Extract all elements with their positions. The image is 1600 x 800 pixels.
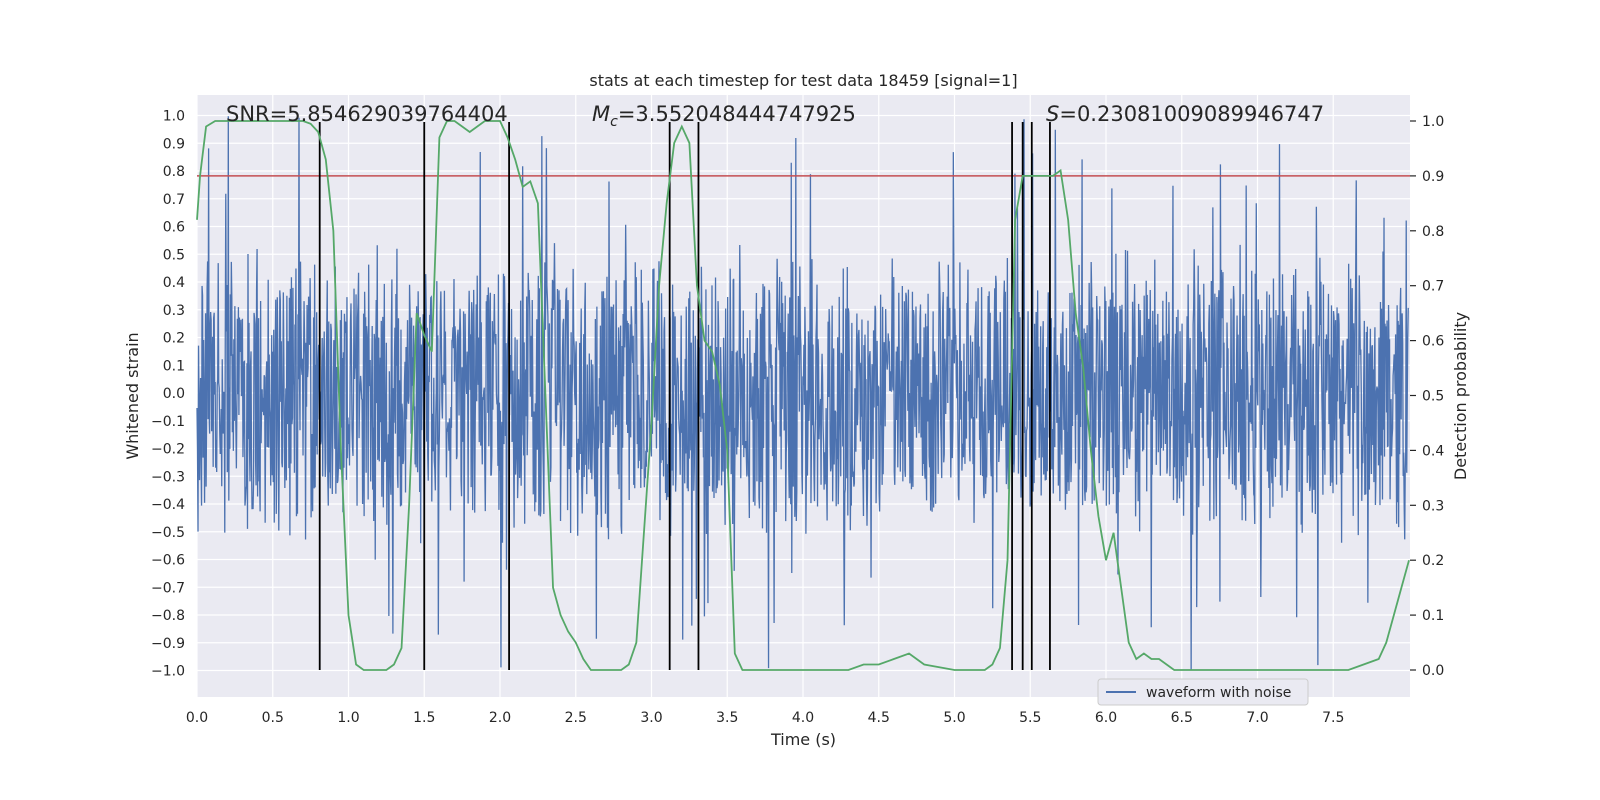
- annotation-chirp-mass: Mc=3.552048444747925: [592, 102, 856, 130]
- x-tick-label: 0.0: [186, 710, 208, 726]
- y-right-axis-ticks: 1.0 0.9 0.8 0.7 0.6 0.5 0.4 0.3 0.2 0.1 0.0: [1410, 114, 1444, 679]
- x-tick-label: 4.5: [868, 710, 890, 726]
- annotation-snr: SNR=5.854629039764404: [226, 102, 508, 126]
- y-right-tick-label: 0.0: [1422, 663, 1444, 679]
- x-tick-label: 3.0: [640, 710, 662, 726]
- s-value: =0.23081009089946747: [1059, 102, 1324, 126]
- y-left-tick-label: 0.6: [163, 220, 185, 236]
- y-left-tick-label: 0.5: [163, 247, 185, 263]
- y-left-axis-label: Whitened strain: [123, 332, 142, 459]
- y-left-tick-label: 0.7: [163, 192, 185, 208]
- mc-value: =3.552048444747925: [618, 102, 856, 126]
- legend: waveform with noise: [1097, 678, 1309, 706]
- x-tick-label: 6.5: [1171, 710, 1193, 726]
- y-left-tick-label: 0.0: [163, 386, 185, 402]
- y-right-tick-label: 0.9: [1422, 169, 1444, 185]
- y-left-tick-label: −0.1: [151, 414, 185, 430]
- y-left-tick-label: −0.4: [151, 497, 185, 513]
- y-right-tick-label: 0.7: [1422, 279, 1444, 295]
- legend-entry-waveform: waveform with noise: [1146, 685, 1291, 701]
- x-tick-label: 3.5: [716, 710, 738, 726]
- x-tick-label: 2.5: [565, 710, 587, 726]
- y-left-tick-label: −0.9: [151, 636, 185, 652]
- y-right-tick-label: 0.8: [1422, 224, 1444, 240]
- y-left-tick-label: −1.0: [151, 664, 185, 680]
- y-left-tick-label: 0.3: [163, 303, 185, 319]
- x-tick-label: 2.0: [489, 710, 511, 726]
- x-tick-label: 1.0: [337, 710, 359, 726]
- y-left-tick-label: −0.5: [151, 525, 185, 541]
- y-left-axis-ticks: 1.0 0.9 0.8 0.7 0.6 0.5 0.4 0.3 0.2 0.1 0.0 −0.1 −0.…: [151, 109, 185, 680]
- y-right-tick-label: 0.1: [1422, 608, 1444, 624]
- x-tick-label: 4.0: [792, 710, 814, 726]
- series-detection-probability: [196, 120, 1410, 671]
- x-tick-label: 5.5: [1019, 710, 1041, 726]
- y-right-tick-label: 0.6: [1422, 334, 1444, 350]
- x-tick-label: 1.5: [413, 710, 435, 726]
- y-left-tick-label: −0.3: [151, 469, 185, 485]
- y-left-tick-label: −0.2: [151, 442, 185, 458]
- mc-symbol: M: [592, 102, 610, 126]
- y-right-axis-label: Detection probability: [1451, 312, 1470, 480]
- x-tick-label: 5.0: [943, 710, 965, 726]
- x-axis-ticks: 0.0 0.5 1.0 1.5 2.0 2.5 3.0 3.5 4.0 4.5 5.0 5.5 6.0 6…: [186, 710, 1345, 726]
- y-right-tick-label: 0.5: [1422, 389, 1444, 405]
- legend-box: [1097, 678, 1309, 706]
- annotation-s: S=0.23081009089946747: [1046, 102, 1324, 126]
- y-left-tick-label: −0.7: [151, 580, 185, 596]
- y-right-tick-label: 0.2: [1422, 553, 1444, 569]
- y-right-tick-label: 1.0: [1422, 114, 1444, 130]
- y-left-tick-label: 0.4: [163, 275, 185, 291]
- waveform-line: [196, 116, 1409, 671]
- s-symbol: S: [1046, 102, 1059, 126]
- y-right-tick-label: 0.4: [1422, 443, 1444, 459]
- probability-line: [196, 120, 1410, 671]
- x-tick-label: 0.5: [262, 710, 284, 726]
- y-left-tick-label: −0.8: [151, 608, 185, 624]
- x-tick-label: 7.0: [1246, 710, 1268, 726]
- series-waveform-with-noise: [196, 116, 1409, 671]
- y-left-tick-label: 0.1: [163, 358, 185, 374]
- chart-title: stats at each timestep for test data 184…: [589, 71, 1017, 90]
- y-left-tick-label: 0.2: [163, 331, 185, 347]
- y-left-tick-label: 1.0: [163, 109, 185, 125]
- y-left-tick-label: 0.8: [163, 164, 185, 180]
- y-right-tick-label: 0.3: [1422, 498, 1444, 514]
- y-left-tick-label: 0.9: [163, 136, 185, 152]
- x-axis-label: Time (s): [770, 730, 836, 749]
- x-tick-label: 7.5: [1322, 710, 1344, 726]
- y-left-tick-label: −0.6: [151, 553, 185, 569]
- x-tick-label: 6.0: [1095, 710, 1117, 726]
- mc-subscript: c: [610, 114, 618, 130]
